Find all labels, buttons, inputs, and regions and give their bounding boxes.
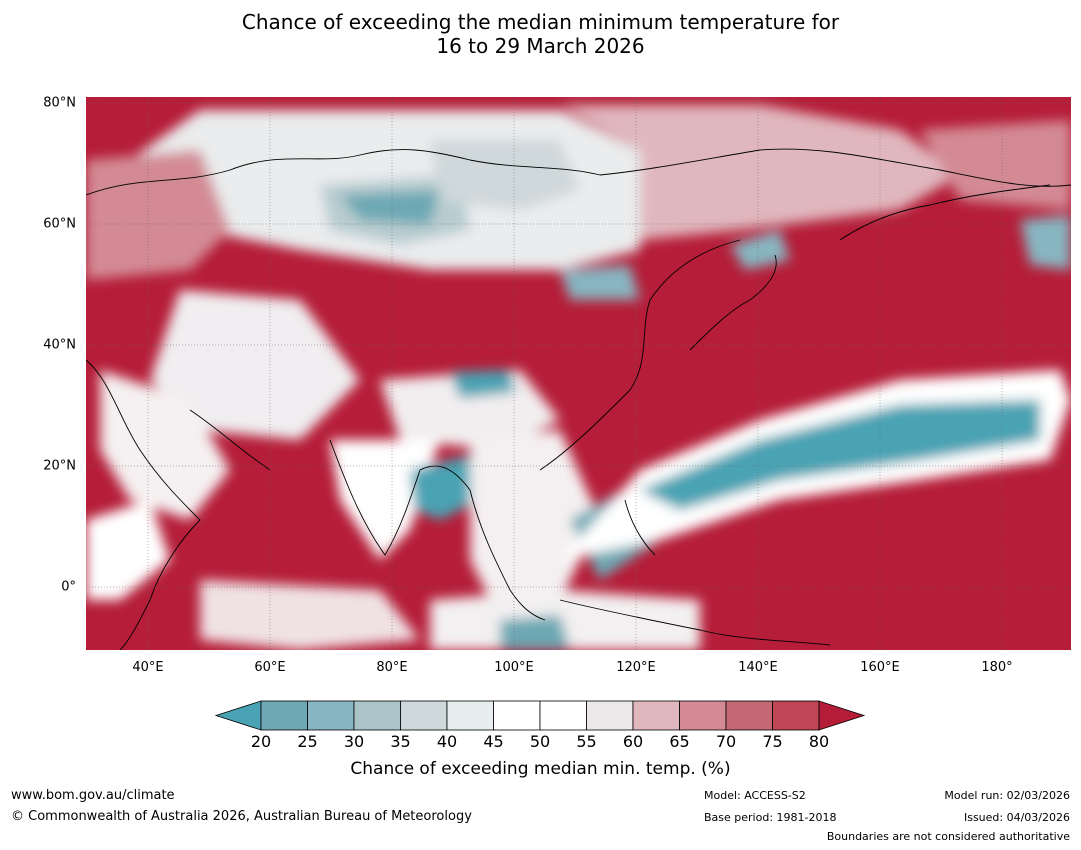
footer-model: Model: ACCESS-S2 <box>704 789 806 802</box>
region-north-siberia-pink <box>560 105 960 240</box>
lat-label-60n: 60°N <box>43 216 76 232</box>
lat-label-40n: 40°N <box>43 337 76 353</box>
colorbar-tick-25: 25 <box>297 732 318 751</box>
footer-disclaimer: Boundaries are not considered authoritat… <box>826 830 1070 843</box>
lon-label-160e: 160°E <box>860 660 900 675</box>
colorbar-swatch-20 <box>260 700 308 731</box>
colorbar <box>214 700 866 731</box>
region-central-asia-neutral <box>150 290 360 440</box>
colorbar-swatch-35 <box>400 700 448 731</box>
colorbar-tick-35: 35 <box>390 732 411 751</box>
colorbar-swatch-25 <box>307 700 355 731</box>
colorbar-tick-60: 60 <box>622 732 644 751</box>
graticule <box>86 97 1071 650</box>
lon-label-120e: 120°E <box>616 660 656 675</box>
lon-label-80e: 80°E <box>376 660 408 675</box>
colorbar-extend-low <box>214 700 262 731</box>
colorbar-label: Chance of exceeding median min. temp. (%… <box>350 759 731 779</box>
coastlines <box>86 148 1071 650</box>
colorbar-tick-55: 55 <box>576 732 597 751</box>
region-bay-of-bengal-teal <box>410 455 480 520</box>
lat-label-20n: 20°N <box>43 458 76 474</box>
colorbar-swatch-75 <box>772 700 820 731</box>
region-indian-ocean-neutral <box>200 580 420 650</box>
region-central-siberia-low <box>430 140 580 210</box>
footer-copyright: © Commonwealth of Australia 2026, Austra… <box>11 809 472 824</box>
region-pacific-band-teal <box>640 400 1040 510</box>
lon-label-100e: 100°E <box>494 660 534 675</box>
region-java-teal <box>500 615 570 650</box>
region-mongolia-teal <box>560 265 640 300</box>
region-kamchatka-teal <box>730 230 790 270</box>
colorbar-swatch-55 <box>586 700 634 731</box>
colorbar-tick-40: 40 <box>436 732 458 751</box>
region-africa-horn-neutral <box>86 500 170 600</box>
colorbar-swatch-70 <box>725 700 773 731</box>
lon-label-180: 180° <box>981 660 1013 675</box>
lon-label-40e: 40°E <box>132 660 164 675</box>
colorbar-tick-65: 65 <box>669 732 690 751</box>
colorbar-tick-30: 30 <box>343 732 365 751</box>
region-indonesia-neutral <box>430 590 700 650</box>
region-se-asia-neutral <box>470 430 600 620</box>
region-west-siberia-teal <box>340 190 440 225</box>
colorbar-tick-20: 20 <box>250 732 272 751</box>
colorbar-swatch-50 <box>539 700 587 731</box>
footer-website: www.bom.gov.au/climate <box>11 788 175 803</box>
lat-label-80n: 80°N <box>43 95 76 111</box>
lon-label-140e: 140°E <box>738 660 778 675</box>
footer-base-period: Base period: 1981-2018 <box>704 811 837 824</box>
footer-issued: Issued: 04/03/2026 <box>963 811 1070 824</box>
colorbar-tick-50: 50 <box>529 732 551 751</box>
region-bering-teal <box>1020 215 1071 270</box>
region-tibet-neutral <box>380 370 560 450</box>
colorbar-swatch-30 <box>353 700 401 731</box>
colorbar-swatch-60 <box>632 700 680 731</box>
colorbar-tick-80: 80 <box>808 732 830 751</box>
region-arabia-neutral <box>100 370 230 520</box>
lon-label-60e: 60°E <box>254 660 286 675</box>
colorbar-swatch-40 <box>446 700 494 731</box>
title-line-1: Chance of exceeding the median minimum t… <box>241 10 840 34</box>
colorbar-tick-70: 70 <box>715 732 737 751</box>
colorbar-tick-75: 75 <box>762 732 783 751</box>
colorbar-tick-45: 45 <box>483 732 504 751</box>
region-far-northwest-pink <box>86 150 230 280</box>
colorbar-swatch-45 <box>493 700 541 731</box>
colorbar-swatch-65 <box>679 700 727 731</box>
lat-label-0: 0° <box>61 579 76 595</box>
footer-model-run: Model run: 02/03/2026 <box>944 789 1070 802</box>
region-tarim-teal <box>450 370 515 398</box>
colorbar-extend-high <box>818 700 866 731</box>
title-line-2: 16 to 29 March 2026 <box>436 34 645 58</box>
